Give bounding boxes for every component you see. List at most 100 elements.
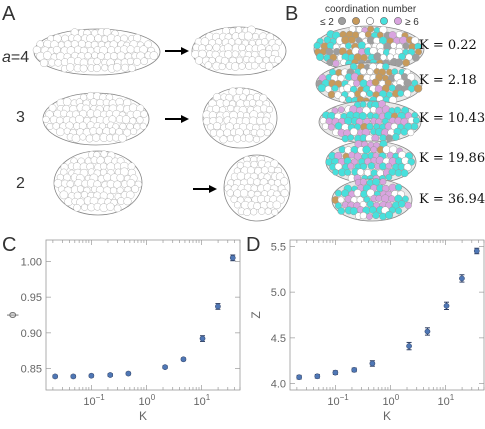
cell — [81, 203, 89, 211]
cell — [345, 96, 353, 104]
cell — [126, 57, 134, 65]
cell — [265, 106, 274, 114]
cell — [358, 111, 367, 121]
cluster-a2-final — [223, 154, 291, 222]
cell — [227, 104, 235, 112]
cell — [366, 68, 374, 76]
cell — [76, 185, 85, 193]
cell — [101, 64, 109, 72]
cell — [258, 207, 266, 215]
cell — [226, 189, 234, 197]
legend-swatch-1 — [338, 17, 346, 25]
cell — [256, 128, 265, 138]
row-label-a3: 3 — [16, 109, 25, 126]
data-point — [180, 356, 187, 363]
cell — [149, 51, 159, 60]
panel-c-label: C — [2, 234, 16, 256]
cell — [359, 211, 368, 220]
x-tick-label: 10−1 — [83, 393, 105, 408]
cell — [250, 128, 258, 136]
cell — [337, 196, 345, 204]
cell — [250, 160, 258, 169]
cell — [140, 110, 148, 118]
cell — [380, 53, 387, 61]
data-point — [107, 372, 114, 378]
cell — [140, 57, 148, 65]
cell — [123, 197, 132, 206]
cell — [94, 34, 103, 43]
cell — [370, 146, 378, 154]
x-tick-label: 100 — [138, 393, 155, 408]
cell — [385, 134, 394, 142]
cell — [239, 189, 249, 198]
cell — [367, 162, 376, 170]
cell — [353, 189, 362, 197]
cell — [250, 61, 259, 70]
cell — [401, 195, 409, 203]
cell — [347, 134, 355, 141]
cell — [357, 41, 367, 50]
cluster-k2 — [315, 62, 423, 106]
cell — [121, 63, 130, 72]
cell — [327, 123, 335, 131]
cell — [403, 89, 412, 98]
cell — [261, 116, 270, 125]
x-tick-exponent: −1 — [340, 393, 350, 402]
cell — [356, 168, 365, 176]
legend-label-high: ≥ 6 — [405, 17, 419, 28]
cell — [413, 84, 423, 93]
y-tick-label: 0.85 — [21, 364, 42, 376]
row-label-a4: a=4 — [2, 49, 29, 66]
data-point — [443, 303, 450, 309]
cell — [337, 106, 345, 114]
cell — [394, 183, 403, 191]
cell — [71, 133, 81, 143]
x-tick-label: 101 — [438, 393, 455, 408]
y-tick-label: 0.90 — [21, 328, 42, 340]
cell — [272, 200, 282, 210]
cell — [366, 90, 374, 97]
cell — [379, 178, 387, 186]
cell — [103, 173, 112, 182]
cell — [372, 211, 380, 220]
plot-frame — [289, 239, 485, 391]
k-label-2: K = 2.18 — [419, 73, 477, 88]
data-point — [424, 328, 431, 335]
cell — [324, 85, 332, 93]
x-tick-exponent: 1 — [450, 393, 455, 402]
x-tick-exponent: 1 — [206, 393, 211, 402]
cluster-a3-final — [202, 87, 278, 149]
cell — [407, 129, 415, 137]
data-point — [459, 275, 465, 282]
cell — [334, 189, 342, 197]
cluster-a4-final — [191, 25, 287, 76]
data-point — [369, 360, 376, 367]
cell — [113, 204, 122, 213]
cell — [126, 45, 135, 54]
cell — [407, 158, 416, 166]
cell — [338, 95, 346, 103]
cell — [95, 127, 103, 135]
cell — [332, 59, 340, 67]
cell — [233, 201, 241, 209]
cell — [254, 55, 263, 65]
y-tick-label: 4.5 — [271, 333, 286, 345]
cell — [348, 35, 356, 44]
x-tick-label: 10−1 — [327, 393, 349, 408]
cell — [394, 58, 403, 67]
cell — [65, 63, 75, 72]
cell — [366, 122, 374, 131]
cell — [248, 99, 257, 107]
cell — [253, 178, 261, 186]
cell — [359, 67, 367, 75]
cell — [212, 121, 222, 131]
cell — [332, 168, 339, 176]
cell — [222, 99, 230, 107]
cell — [382, 62, 390, 71]
data-point — [332, 369, 339, 376]
legend-swatch-5 — [394, 17, 402, 25]
x-tick-exponent: −1 — [96, 393, 106, 402]
cell — [385, 210, 394, 220]
